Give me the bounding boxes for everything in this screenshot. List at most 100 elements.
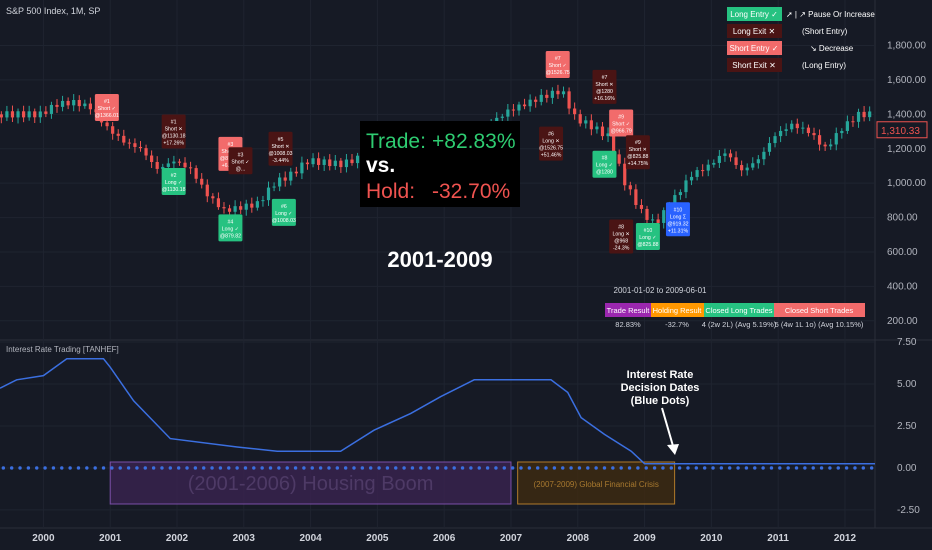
decision-date-dot bbox=[586, 466, 590, 470]
trade-marker-text: @1280 bbox=[596, 170, 613, 176]
candle-body bbox=[211, 196, 215, 199]
candle-body bbox=[77, 100, 81, 107]
candle-body bbox=[684, 180, 688, 193]
candle-body bbox=[584, 120, 588, 124]
decision-date-dot bbox=[594, 466, 598, 470]
trade-marker-box bbox=[609, 109, 634, 137]
decision-date-dot bbox=[43, 466, 47, 470]
candle-body bbox=[712, 162, 716, 165]
candle-body bbox=[127, 142, 131, 144]
candle-body bbox=[83, 103, 87, 107]
summary-header-short-bg bbox=[774, 303, 865, 317]
trade-marker-text: @968 bbox=[614, 238, 628, 244]
trade-marker-text: #9 bbox=[635, 140, 641, 146]
trade-marker-text: @1366.01 bbox=[95, 113, 119, 119]
candle-body bbox=[172, 161, 176, 164]
trade-marker-text: #8 bbox=[602, 156, 608, 162]
candle-body bbox=[517, 104, 521, 111]
decision-date-dot bbox=[35, 466, 39, 470]
decision-date-dot bbox=[836, 466, 840, 470]
decision-date-dot bbox=[469, 466, 473, 470]
decision-date-dot bbox=[210, 466, 214, 470]
decision-date-dot bbox=[577, 466, 582, 470]
decision-date-dot bbox=[235, 466, 239, 470]
candle-body bbox=[845, 121, 849, 131]
trade-marker-text: +11.31% bbox=[668, 228, 689, 234]
candle-body bbox=[767, 143, 772, 152]
trade-marker-text: Long ✓ bbox=[639, 235, 656, 241]
trade-marker-text: #2 bbox=[171, 173, 177, 179]
decision-date-dot bbox=[285, 466, 289, 470]
candle-body bbox=[111, 126, 115, 134]
symbol-title: S&P 500 Index, 1M, SP bbox=[6, 6, 100, 16]
price-tick-label: 600.00 bbox=[887, 247, 918, 258]
decision-date-dot bbox=[728, 466, 732, 470]
candle-body bbox=[317, 158, 321, 165]
decision-date-dot bbox=[552, 466, 557, 470]
candle-body bbox=[734, 157, 738, 166]
annotation-arrow-head bbox=[667, 444, 679, 455]
candle-body bbox=[216, 198, 221, 208]
price-tick-label: 400.00 bbox=[887, 281, 918, 292]
candle-body bbox=[328, 159, 332, 167]
time-tick-label: 2008 bbox=[567, 533, 590, 544]
candle-body bbox=[200, 178, 204, 185]
trade-marker-text: #3 bbox=[228, 142, 234, 148]
time-tick-label: 2005 bbox=[366, 533, 389, 544]
trade-marker-text: #7 bbox=[602, 75, 608, 81]
candle-body bbox=[578, 114, 582, 124]
summary-range: 2001-01-02 to 2009-06-01 bbox=[614, 286, 708, 295]
candle-body bbox=[550, 90, 554, 98]
decision-date-dot bbox=[335, 466, 340, 470]
trade-marker-text: Short ✓ bbox=[612, 121, 630, 127]
candle-body bbox=[756, 159, 760, 164]
candle-body bbox=[255, 201, 259, 208]
decision-date-dot bbox=[118, 466, 122, 470]
decision-date-dot bbox=[277, 466, 281, 470]
decision-date-dot bbox=[494, 466, 498, 470]
decision-date-dot bbox=[569, 466, 573, 470]
legend-desc: (Long Entry) bbox=[802, 61, 846, 70]
time-tick-label: 2004 bbox=[299, 533, 322, 544]
candle-body bbox=[22, 111, 26, 118]
summary-header-trade: Trade Result bbox=[607, 306, 651, 315]
trade-marker-text: @966.79 bbox=[611, 128, 632, 134]
trade-marker-text: @919.32 bbox=[667, 221, 688, 227]
price-tick-label: 200.00 bbox=[887, 316, 918, 327]
decision-date-dot bbox=[561, 466, 565, 470]
performance-box: Trade: +82.83% vs. Hold: -32.70% bbox=[360, 121, 520, 207]
decision-date-dot bbox=[794, 466, 799, 470]
trade-marker-text: #6 bbox=[281, 204, 287, 210]
decision-date-dot bbox=[1, 466, 6, 470]
last-price-badge bbox=[876, 121, 928, 139]
decision-date-dot bbox=[803, 466, 807, 470]
trade-marker-text: Short ✓ bbox=[231, 159, 249, 165]
candle-body bbox=[862, 111, 866, 118]
decision-date-dot bbox=[260, 466, 264, 470]
decision-date-dot bbox=[702, 466, 707, 470]
decision-date-dot bbox=[535, 466, 540, 470]
candle-body bbox=[333, 160, 337, 167]
candle-body bbox=[138, 146, 143, 149]
candle-body bbox=[522, 104, 527, 107]
rate-panel bbox=[0, 358, 875, 470]
decision-date-dot bbox=[811, 466, 815, 470]
era-bands: (2001-2006) Housing Boom (2007-2009) Glob… bbox=[109, 461, 676, 505]
annotation-line-3: (Blue Dots) bbox=[631, 395, 690, 407]
candle-body bbox=[634, 189, 638, 206]
trade-marker-box bbox=[665, 202, 690, 237]
time-tick-label: 2006 bbox=[433, 533, 456, 544]
candle-body bbox=[283, 177, 287, 181]
summary-header-long: Closed Long Trades bbox=[705, 306, 772, 315]
rate-tick-label: 0.00 bbox=[897, 463, 917, 474]
candle-body bbox=[188, 167, 193, 169]
decision-date-dot bbox=[394, 466, 398, 470]
candle-body bbox=[194, 168, 198, 179]
candle-body bbox=[27, 111, 31, 118]
trade-marker-text: Long ✓ bbox=[596, 163, 613, 169]
candle-body bbox=[161, 166, 165, 169]
